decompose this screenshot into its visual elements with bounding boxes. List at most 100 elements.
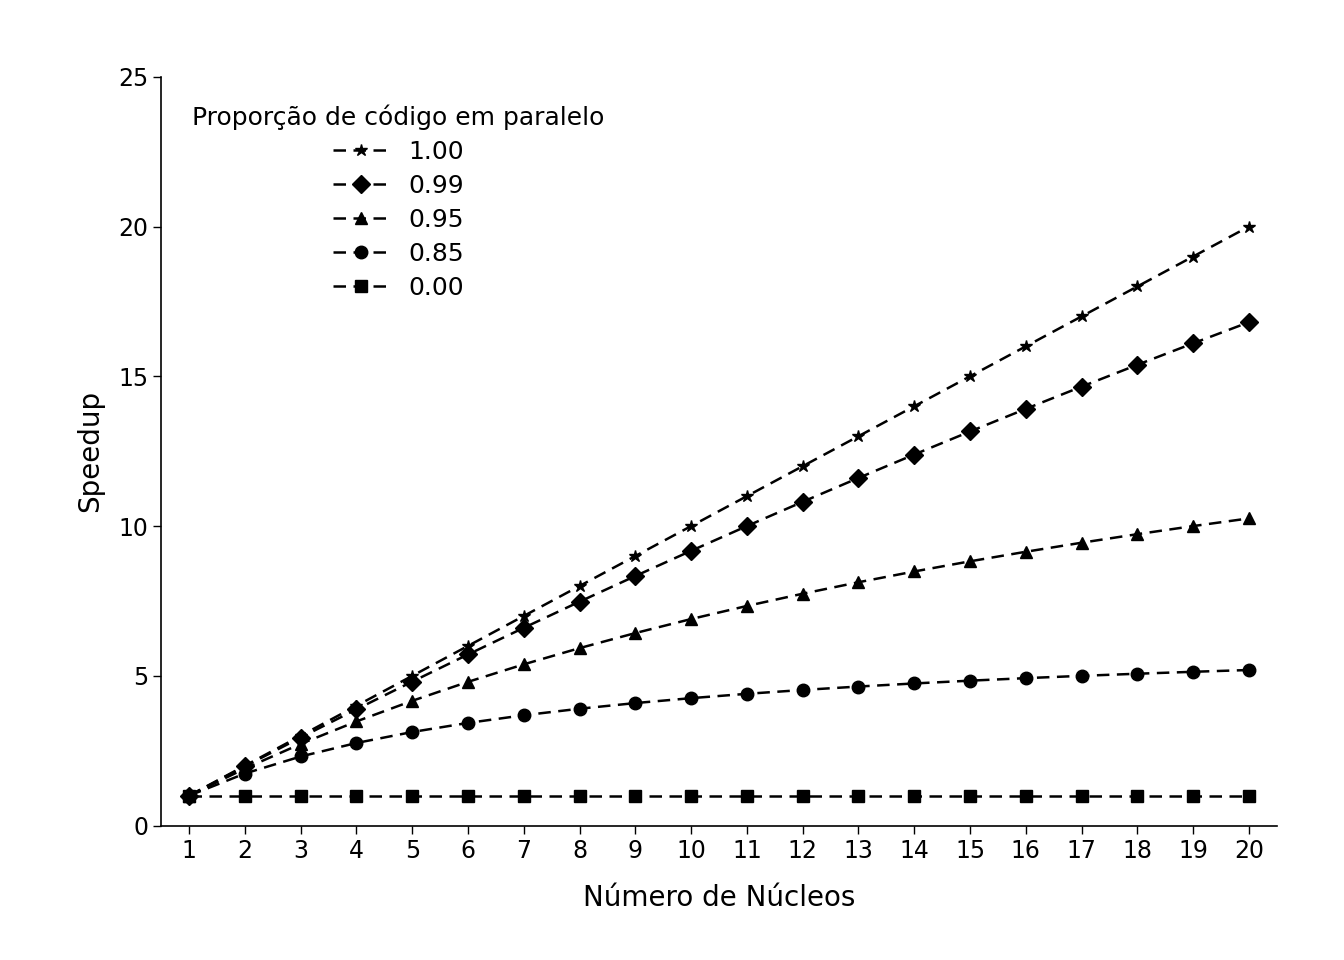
- 0.00: [851, 790, 867, 802]
- 1.00: [851, 430, 867, 442]
- 0.00: [293, 790, 309, 802]
- 0.00: [962, 790, 978, 802]
- 1.00: [628, 550, 644, 562]
- 0.95: [1129, 528, 1145, 540]
- 0.99: [1017, 403, 1034, 415]
- 0.99: [794, 496, 810, 508]
- 0.85: [628, 697, 644, 708]
- 0.95: [1074, 537, 1090, 548]
- 0.85: [1129, 668, 1145, 680]
- 1.00: [906, 400, 922, 412]
- 0.99: [516, 622, 532, 634]
- 0.95: [405, 695, 421, 707]
- 0.99: [962, 425, 978, 437]
- 0.99: [348, 704, 364, 715]
- 0.95: [348, 715, 364, 727]
- 0.95: [460, 676, 476, 687]
- 0.00: [683, 790, 699, 802]
- 0.00: [1185, 790, 1202, 802]
- 0.99: [460, 649, 476, 660]
- 0.85: [906, 678, 922, 689]
- 1.00: [460, 640, 476, 652]
- 1.00: [405, 670, 421, 682]
- 0.99: [1074, 381, 1090, 393]
- 1.00: [237, 760, 253, 772]
- 1.00: [683, 520, 699, 532]
- 0.85: [516, 709, 532, 721]
- 1.00: [181, 790, 198, 802]
- 1.00: [516, 611, 532, 622]
- 0.00: [516, 790, 532, 802]
- 0.99: [851, 472, 867, 484]
- 0.85: [851, 681, 867, 692]
- 1.00: [739, 491, 755, 502]
- 0.85: [405, 726, 421, 737]
- 0.00: [1241, 790, 1257, 802]
- 0.85: [348, 737, 364, 749]
- 0.99: [237, 760, 253, 772]
- Line: 0.95: 0.95: [183, 512, 1255, 802]
- 0.85: [1074, 670, 1090, 682]
- Line: 1.00: 1.00: [183, 220, 1255, 802]
- 0.85: [1185, 666, 1202, 678]
- 0.99: [1185, 338, 1202, 349]
- 0.95: [683, 613, 699, 625]
- Line: 0.85: 0.85: [183, 663, 1255, 802]
- 0.99: [683, 545, 699, 557]
- 1.00: [1185, 251, 1202, 262]
- 0.95: [1185, 520, 1202, 532]
- 0.00: [460, 790, 476, 802]
- 0.99: [293, 732, 309, 743]
- 0.95: [293, 738, 309, 750]
- 1.00: [571, 580, 587, 591]
- 0.85: [460, 717, 476, 729]
- 0.95: [1017, 546, 1034, 558]
- Legend: 1.00, 0.99, 0.95, 0.85, 0.00: 1.00, 0.99, 0.95, 0.85, 0.00: [185, 97, 613, 307]
- 0.95: [628, 627, 644, 638]
- Line: 0.99: 0.99: [183, 316, 1255, 802]
- 0.85: [683, 692, 699, 704]
- 1.00: [348, 700, 364, 711]
- 0.00: [794, 790, 810, 802]
- 0.00: [1017, 790, 1034, 802]
- 0.95: [237, 763, 253, 775]
- 1.00: [293, 730, 309, 741]
- 1.00: [794, 461, 810, 472]
- 0.95: [794, 588, 810, 599]
- 0.85: [181, 790, 198, 802]
- 0.85: [962, 675, 978, 686]
- Y-axis label: Speedup: Speedup: [77, 390, 103, 513]
- 0.85: [794, 684, 810, 696]
- 1.00: [1241, 221, 1257, 232]
- 0.00: [628, 790, 644, 802]
- 0.00: [348, 790, 364, 802]
- 0.99: [628, 570, 644, 582]
- Line: 0.00: 0.00: [183, 789, 1255, 802]
- 0.95: [516, 659, 532, 670]
- 0.85: [293, 751, 309, 762]
- 0.00: [739, 790, 755, 802]
- 0.99: [1129, 359, 1145, 371]
- 0.99: [906, 448, 922, 460]
- 0.00: [1129, 790, 1145, 802]
- 1.00: [1017, 341, 1034, 352]
- 1.00: [1129, 280, 1145, 292]
- 0.99: [181, 790, 198, 802]
- 0.99: [571, 596, 587, 608]
- 0.85: [1017, 672, 1034, 684]
- 0.99: [405, 676, 421, 687]
- 0.95: [739, 600, 755, 612]
- 0.00: [571, 790, 587, 802]
- 0.99: [739, 520, 755, 532]
- 0.85: [571, 703, 587, 714]
- 0.85: [739, 688, 755, 700]
- 1.00: [1074, 311, 1090, 323]
- 1.00: [962, 371, 978, 382]
- 0.95: [851, 576, 867, 588]
- X-axis label: Número de Núcleos: Número de Núcleos: [583, 883, 855, 912]
- 0.00: [237, 790, 253, 802]
- 0.00: [1074, 790, 1090, 802]
- 0.95: [906, 565, 922, 577]
- 0.00: [405, 790, 421, 802]
- 0.00: [906, 790, 922, 802]
